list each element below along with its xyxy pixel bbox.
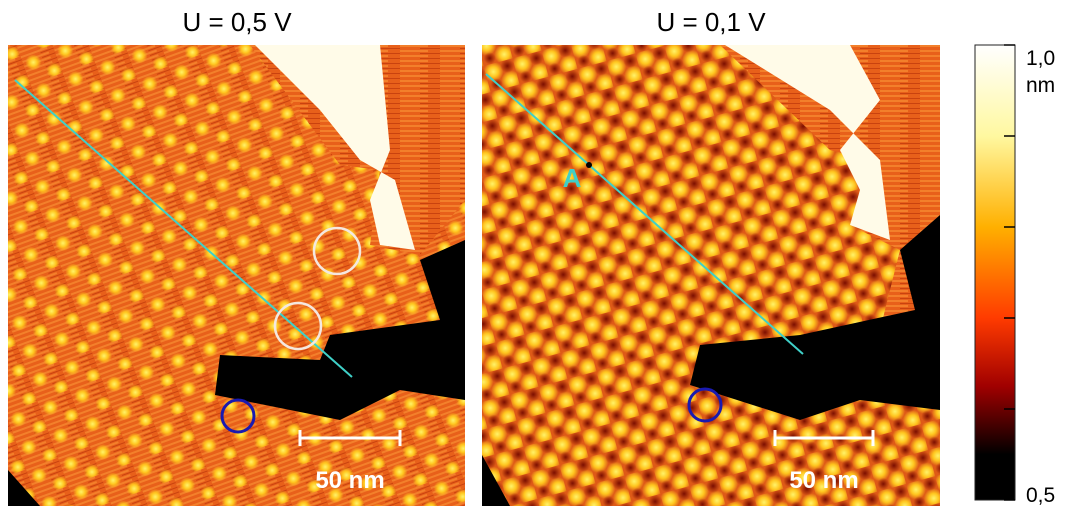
panel-title: U = 0,5 V <box>182 7 292 37</box>
stm-image-left <box>8 45 465 506</box>
panel-title: U = 0,1 V <box>656 7 766 37</box>
scale-bar-label: 50 nm <box>315 467 384 494</box>
page: U = 0,5 V 50 nm U = 0,1 V 50 nm A nm 1,0… <box>0 0 1067 506</box>
figure: U = 0,5 V 50 nm U = 0,1 V 50 nm A nm 1,0… <box>0 0 1067 506</box>
colorbar <box>975 45 1015 500</box>
colorbar-tick-label: 1,0 <box>1026 47 1055 70</box>
point-label: A <box>563 163 582 193</box>
colorbar-unit: nm <box>1026 74 1055 97</box>
scale-bar-label: 50 nm <box>789 467 858 494</box>
stm-image-right <box>482 45 940 506</box>
colorbar-tick-label: 0,5 <box>1026 484 1055 506</box>
